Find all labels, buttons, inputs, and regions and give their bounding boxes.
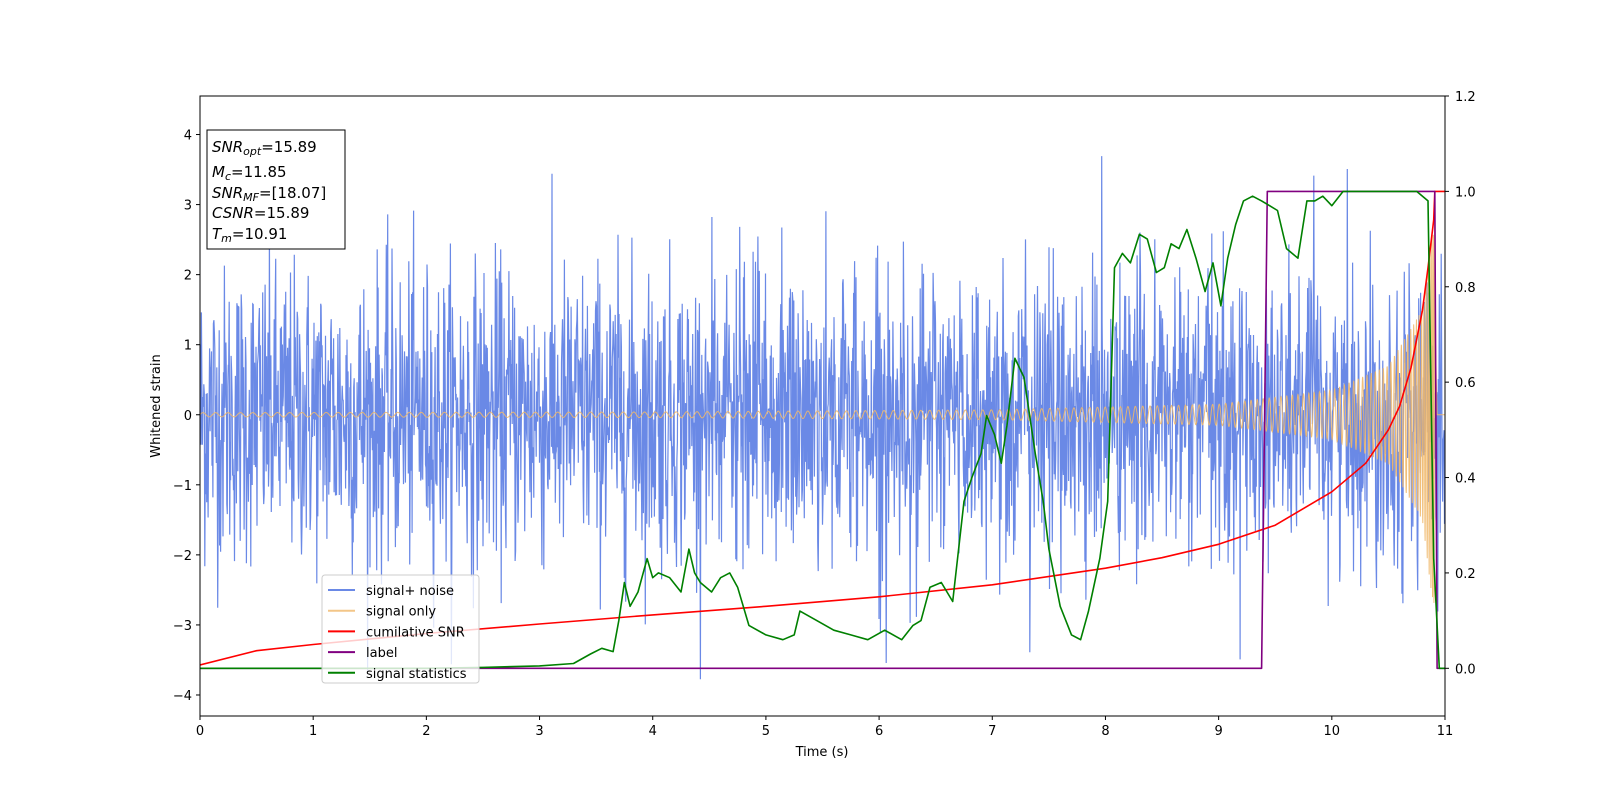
annotation-box: SNRopt=15.89Mc=11.85SNRMF=[18.07]CSNR=15…	[206, 129, 346, 250]
y-tick-label: −2	[173, 549, 192, 564]
x-tick-label: 4	[649, 724, 657, 739]
legend-frame	[321, 574, 480, 684]
series-signal-statistics-line	[200, 190, 1445, 670]
y-tick-label: 4	[184, 129, 192, 144]
legend-label: cumilative SNR	[366, 625, 465, 640]
annotation-value: =10.91	[232, 225, 288, 243]
annotation-value: =[18.07]	[259, 184, 326, 202]
y2-tick-label: 0.0	[1455, 662, 1476, 677]
x-tick-label: 0	[196, 724, 204, 739]
series-layer	[200, 156, 1445, 680]
x-axis-label: Time (s)	[795, 745, 849, 760]
x-tick-label: 9	[1214, 724, 1222, 739]
y2-tick-label: 0.6	[1455, 376, 1476, 391]
plot-frame	[199, 95, 1446, 717]
y-tick-label: 1	[184, 339, 192, 354]
legend-label: signal+ noise	[366, 584, 454, 599]
annotation-subscript: m	[221, 232, 232, 245]
annotation-line: CSNR=15.89	[212, 204, 309, 222]
annotation-line: Tm=10.91	[212, 225, 287, 245]
y-tick-label: −1	[173, 479, 192, 494]
x-tick-label: 10	[1324, 724, 1341, 739]
x-axis: 0 1 2 3 4 5 6 7 8 9 10 11	[196, 716, 1453, 739]
annotation-symbol: CSNR	[212, 204, 254, 222]
y-axis-left: −4 −3 −2 −1 0 1 2 3 4	[173, 129, 200, 704]
annotation-subscript: MF	[243, 191, 259, 204]
y-tick-label: −3	[173, 619, 192, 634]
annotation-symbol: T	[212, 225, 223, 243]
x-tick-label: 3	[535, 724, 543, 739]
annotation-line: Mc=11.85	[212, 163, 287, 183]
annotation-value: =15.89	[261, 138, 317, 156]
annotation-line: SNRMF=[18.07]	[212, 184, 326, 204]
annotation-symbol: SNR	[212, 138, 243, 156]
y-axis-label: Whitened strain	[149, 354, 164, 457]
legend-label: label	[366, 646, 397, 661]
annotation-box-frame	[206, 129, 346, 250]
series-signal-only-line	[200, 219, 1445, 603]
y2-tick-label: 0.2	[1455, 567, 1476, 582]
x-tick-label: 11	[1437, 724, 1454, 739]
y2-tick-label: 0.8	[1455, 281, 1476, 296]
y-tick-label: 2	[184, 269, 192, 284]
y2-tick-label: 1.2	[1455, 90, 1476, 105]
series-cumilative-snr-line	[200, 190, 1445, 666]
legend-label: signal only	[366, 605, 436, 620]
x-tick-label: 7	[988, 724, 996, 739]
series-signal-noise-line	[200, 156, 1445, 680]
x-tick-label: 8	[1101, 724, 1109, 739]
annotation-subscript: opt	[243, 145, 262, 158]
y-tick-label: 0	[184, 409, 192, 424]
annotation-value: =11.85	[231, 163, 287, 181]
y2-tick-label: 1.0	[1455, 185, 1476, 200]
annotation-symbol: M	[212, 163, 225, 181]
x-tick-label: 5	[762, 724, 770, 739]
annotation-subscript: c	[225, 170, 231, 183]
annotation-symbol: SNR	[212, 184, 243, 202]
x-tick-label: 2	[422, 724, 430, 739]
y-axis-right: 0.0 0.2 0.4 0.6 0.8 1.0 1.2	[1445, 90, 1476, 677]
annotation-line: SNRopt=15.89	[212, 138, 317, 158]
annotation-value: =15.89	[254, 204, 310, 222]
x-tick-label: 6	[875, 724, 883, 739]
legend: signal+ noise signal only cumilative SNR la…	[321, 574, 480, 684]
y-tick-label: −4	[173, 689, 192, 704]
legend-label: signal statistics	[366, 667, 467, 682]
y-tick-label: 3	[184, 199, 192, 214]
x-tick-label: 1	[309, 724, 317, 739]
y2-tick-label: 0.4	[1455, 472, 1476, 487]
